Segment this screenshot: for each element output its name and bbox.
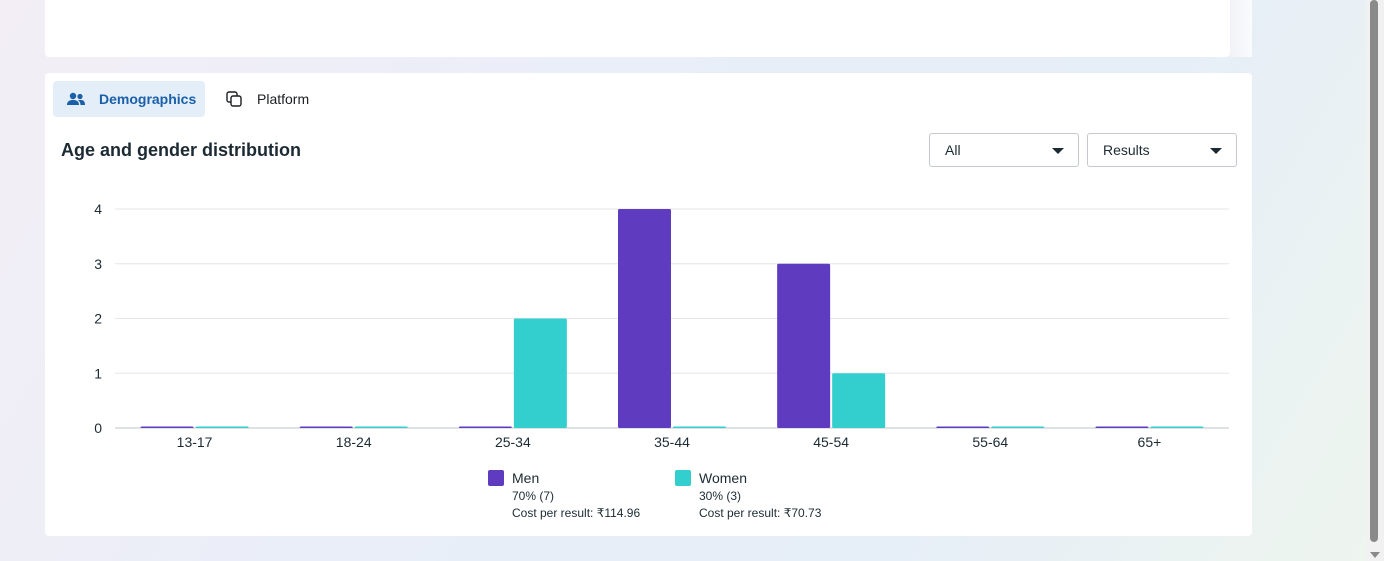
bar-women (354, 426, 408, 428)
audience-dropdown-value: All (945, 142, 961, 158)
bar-women (513, 318, 567, 428)
bar-women (832, 373, 886, 428)
bar-women (1150, 426, 1204, 428)
y-tick-label: 2 (94, 311, 102, 327)
legend-swatch-men (488, 470, 504, 486)
bar-women (195, 426, 249, 428)
legend-cost: Cost per result: ₹114.96 (512, 506, 641, 520)
bar-men (1095, 426, 1149, 428)
legend-label: Men (512, 470, 540, 486)
y-tick-label: 4 (94, 201, 102, 217)
y-tick-label: 1 (94, 365, 102, 381)
card-edge (1230, 0, 1252, 57)
caret-down-icon (1210, 148, 1222, 154)
audience-dropdown[interactable]: All (929, 133, 1079, 167)
tab-platform-label: Platform (257, 91, 310, 107)
bar-men (618, 209, 671, 428)
tab-demographics[interactable]: Demographics (53, 81, 205, 117)
tab-demographics-label: Demographics (99, 91, 197, 107)
legend-share: 30% (3) (699, 489, 742, 503)
copy-icon (226, 91, 242, 107)
bar-women (991, 426, 1045, 428)
legend-label: Women (699, 470, 747, 486)
x-tick-label: 55-64 (972, 434, 1008, 450)
x-tick-label: 45-54 (813, 434, 849, 450)
x-tick-label: 65+ (1138, 434, 1162, 450)
metric-dropdown[interactable]: Results (1087, 133, 1237, 167)
demographics-card: Demographics Platform Age and gender dis… (45, 73, 1252, 536)
legend-share: 70% (7) (512, 489, 555, 503)
y-tick-label: 0 (94, 420, 102, 436)
tab-platform[interactable]: Platform (217, 81, 327, 117)
people-icon (67, 92, 85, 105)
bar-men (299, 426, 353, 428)
scroll-down-arrow-icon[interactable] (1370, 552, 1380, 558)
x-tick-label: 18-24 (336, 434, 372, 450)
legend-cost: Cost per result: ₹70.73 (699, 506, 822, 520)
y-tick-label: 3 (94, 256, 102, 272)
section-title: Age and gender distribution (61, 140, 302, 160)
page-scrollbar[interactable] (1366, 0, 1384, 561)
scrollbar-thumb[interactable] (1370, 0, 1378, 542)
bar-men (458, 426, 512, 428)
metric-dropdown-value: Results (1103, 142, 1150, 158)
bar-men (140, 426, 194, 428)
age-gender-bar-chart: 0 1 2 3 4 13-17 18-24 25-34 35-44 45-54 55-64 65+ (94, 201, 1229, 450)
legend-swatch-women (675, 470, 691, 486)
bar-men (777, 263, 831, 428)
x-tick-label: 25-34 (495, 434, 531, 450)
caret-down-icon (1052, 148, 1064, 154)
previous-card (45, 0, 1230, 57)
bar-men (936, 426, 990, 428)
bar-women (673, 426, 726, 428)
x-tick-label: 13-17 (177, 434, 213, 450)
x-tick-label: 35-44 (654, 434, 690, 450)
